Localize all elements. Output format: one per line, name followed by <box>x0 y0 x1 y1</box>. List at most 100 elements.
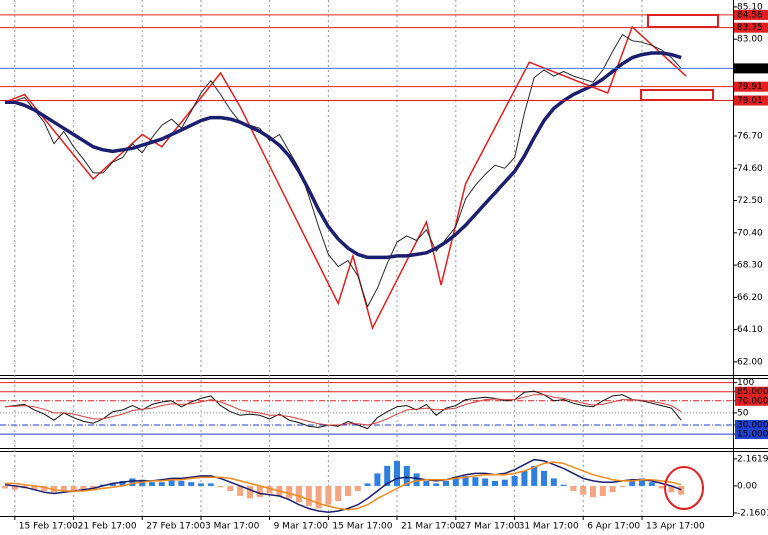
level-label: 79.01 <box>737 96 763 106</box>
tick-label-box <box>735 386 768 397</box>
series-line <box>4 394 682 426</box>
histogram-bar <box>482 478 489 486</box>
x-tick-label: 13 Apr 17:00 <box>646 522 705 532</box>
histogram-bar <box>364 483 371 486</box>
histogram-bar <box>178 480 185 486</box>
histogram-bar <box>394 460 400 486</box>
histogram-bar <box>541 470 547 486</box>
series-line <box>4 34 682 308</box>
histogram-bar <box>237 485 244 496</box>
histogram-bar <box>648 482 655 486</box>
histogram-bar <box>80 485 87 490</box>
drawn-rectangle <box>640 89 714 101</box>
histogram-bar <box>217 485 224 488</box>
histogram-bar <box>354 485 361 491</box>
y-tick-label: 83.00 <box>737 35 763 45</box>
y-tick-label: -2.1601 <box>737 508 768 518</box>
level-label: 83.75 <box>737 23 763 33</box>
histogram-bar <box>109 483 116 486</box>
histogram-bar <box>158 482 165 486</box>
histogram-bar <box>345 485 351 496</box>
y-tick-label: 85.0000 <box>737 387 768 397</box>
histogram-bar <box>266 485 273 494</box>
histogram-bar <box>531 465 538 486</box>
histogram-bar <box>374 473 381 486</box>
x-tick-label: 9 Mar 17:00 <box>274 522 329 532</box>
y-tick-label: 68.30 <box>737 261 763 271</box>
histogram-bar <box>325 485 332 505</box>
level-label-box <box>734 9 768 20</box>
y-tick-label: 85.10 <box>737 2 763 12</box>
y-tick-label: 100 <box>737 378 754 388</box>
histogram-bar <box>60 485 67 491</box>
histogram-bar <box>90 485 97 489</box>
histogram-bar <box>31 485 38 490</box>
tick-label-box <box>735 395 768 406</box>
histogram-bar <box>423 480 430 486</box>
histogram-bar <box>511 475 518 486</box>
highlight-circle <box>664 466 704 510</box>
histogram-bar <box>560 484 567 486</box>
level-label-box <box>734 95 768 106</box>
x-tick-label: 27 Mar 17:00 <box>460 522 520 532</box>
histogram-bar <box>639 478 645 486</box>
y-tick-label: 64.10 <box>737 325 763 335</box>
histogram-bar <box>609 485 616 493</box>
drawn-rectangle <box>647 14 719 28</box>
histogram-bar <box>207 483 214 486</box>
histogram-bar <box>70 485 77 493</box>
histogram-bar <box>443 480 449 486</box>
histogram-bar <box>472 477 479 486</box>
histogram-bar <box>247 485 253 499</box>
histogram-bar <box>521 470 528 486</box>
x-tick-label: 15 Feb 17:00 <box>19 522 78 532</box>
histogram-bar <box>305 485 312 506</box>
histogram-bar <box>2 485 8 489</box>
x-tick-label: 21 Mar 17:00 <box>401 522 461 532</box>
y-tick-label: 50 <box>737 408 749 418</box>
histogram-bar <box>668 485 675 493</box>
histogram-bar <box>41 485 48 491</box>
histogram-bar <box>413 473 420 486</box>
histogram-bar <box>129 478 136 486</box>
histogram-bar <box>119 480 126 486</box>
histogram-bar <box>629 480 636 486</box>
y-tick-label: 76.70 <box>737 132 763 142</box>
y-tick-label: 30.0000 <box>737 421 768 431</box>
histogram-bar <box>315 485 322 509</box>
level-label-box <box>734 22 768 33</box>
y-tick-label: 62.00 <box>737 357 763 367</box>
y-tick-label: 70.40 <box>737 228 763 238</box>
histogram-bar <box>198 483 204 486</box>
series-line <box>4 390 682 430</box>
histogram-bar <box>168 479 175 486</box>
current-price-box <box>734 63 768 74</box>
histogram-bar <box>658 485 665 489</box>
histogram-bar <box>590 485 596 498</box>
x-tick-label: 15 Mar 17:00 <box>332 522 392 532</box>
histogram-bar <box>11 485 18 490</box>
histogram-bar <box>570 485 577 491</box>
level-label-box <box>734 81 768 92</box>
histogram-bar <box>678 485 685 495</box>
series-line <box>5 461 682 511</box>
x-tick-label: 6 Apr 17:00 <box>587 522 640 532</box>
y-tick-label: 70.0000 <box>737 396 768 406</box>
y-tick-label: 72.50 <box>737 196 763 206</box>
y-tick-label: 2.1619 <box>737 454 768 464</box>
histogram-bar <box>492 480 498 486</box>
histogram-bar <box>335 485 342 501</box>
y-tick-label: 74.60 <box>737 164 763 174</box>
histogram-bar <box>452 478 459 486</box>
level-label: 84.58 <box>737 10 763 20</box>
current-price-label: 81.10 <box>737 64 763 74</box>
y-tick-label: 66.20 <box>737 293 763 303</box>
histogram-bar <box>433 483 440 486</box>
histogram-bar <box>384 465 391 486</box>
histogram-bar <box>619 485 626 488</box>
histogram-bar <box>188 482 195 486</box>
